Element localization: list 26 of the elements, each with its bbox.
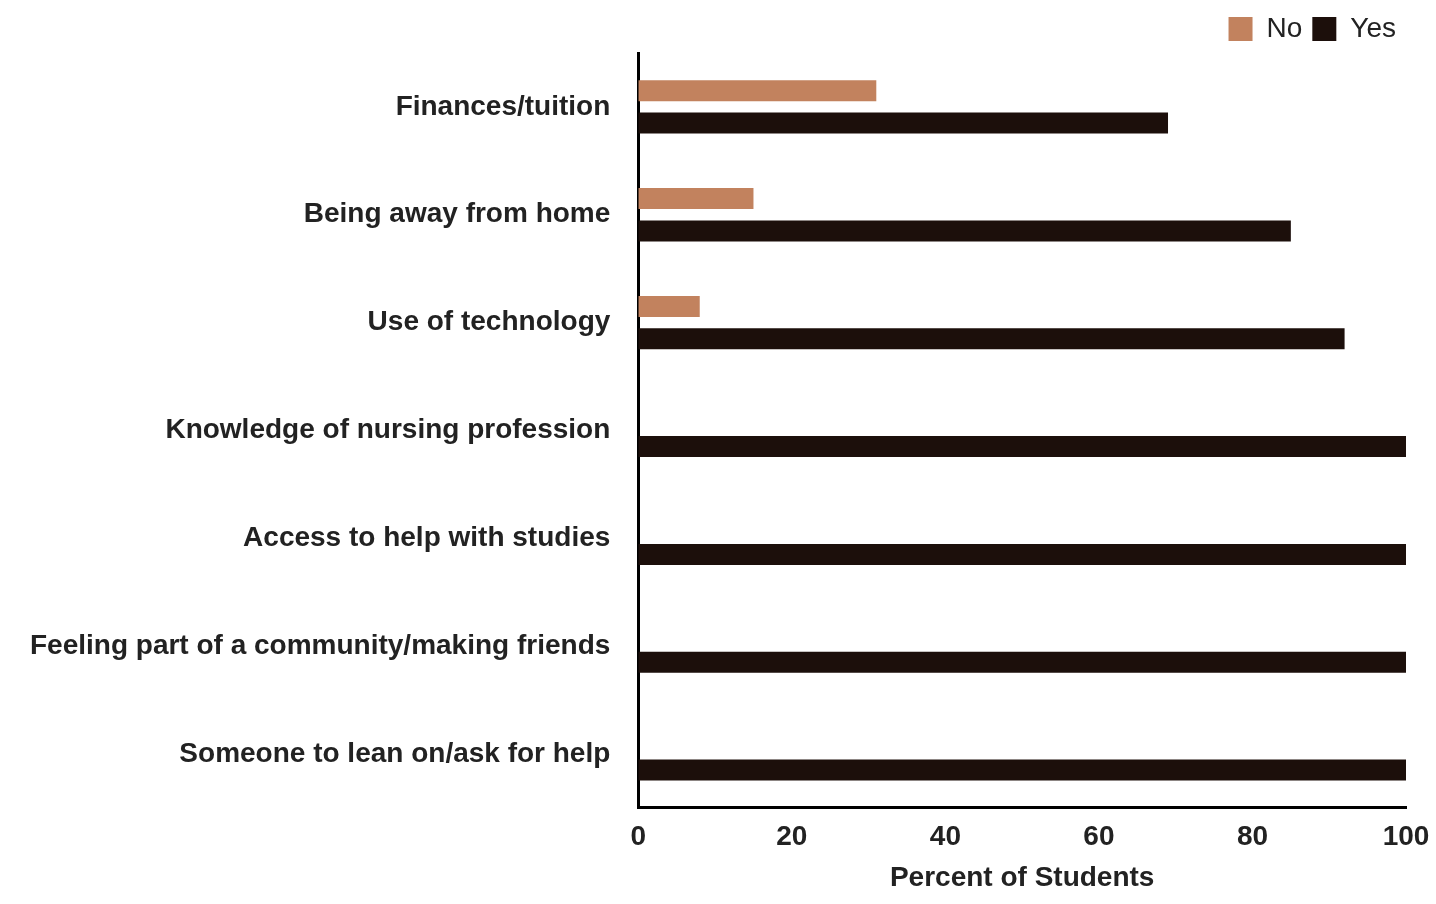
bar (638, 220, 1291, 242)
y-tick-label: Being away from home (303, 197, 611, 229)
x-axis-title: Percent of Students (889, 860, 1155, 892)
legend-label: Yes (1350, 11, 1397, 43)
x-tick-label: 60 (1083, 820, 1115, 852)
y-tick-label: Knowledge of nursing profession (165, 413, 611, 445)
y-tick-label: Someone to lean on/ask for help (179, 736, 611, 768)
bar (638, 436, 1406, 458)
bar (638, 80, 877, 102)
y-tick-label: Finances/tuition (395, 89, 611, 121)
bar (638, 759, 1406, 781)
x-tick-label: 100 (1382, 820, 1430, 852)
legend-label: No (1266, 11, 1303, 43)
bar (638, 328, 1345, 350)
y-tick-label: Feeling part of a community/making friends (29, 628, 611, 660)
bar (638, 543, 1406, 565)
y-tick-label: Access to help with studies (243, 520, 611, 552)
bar (638, 188, 754, 210)
bar (638, 651, 1406, 673)
x-tick-label: 40 (929, 820, 961, 852)
x-tick-label: 80 (1236, 820, 1269, 852)
bar (638, 112, 1169, 134)
x-tick-label: 0 (630, 820, 647, 852)
bar (638, 295, 700, 317)
y-tick-label: Use of technology (367, 305, 611, 337)
x-tick-label: 20 (776, 820, 808, 852)
